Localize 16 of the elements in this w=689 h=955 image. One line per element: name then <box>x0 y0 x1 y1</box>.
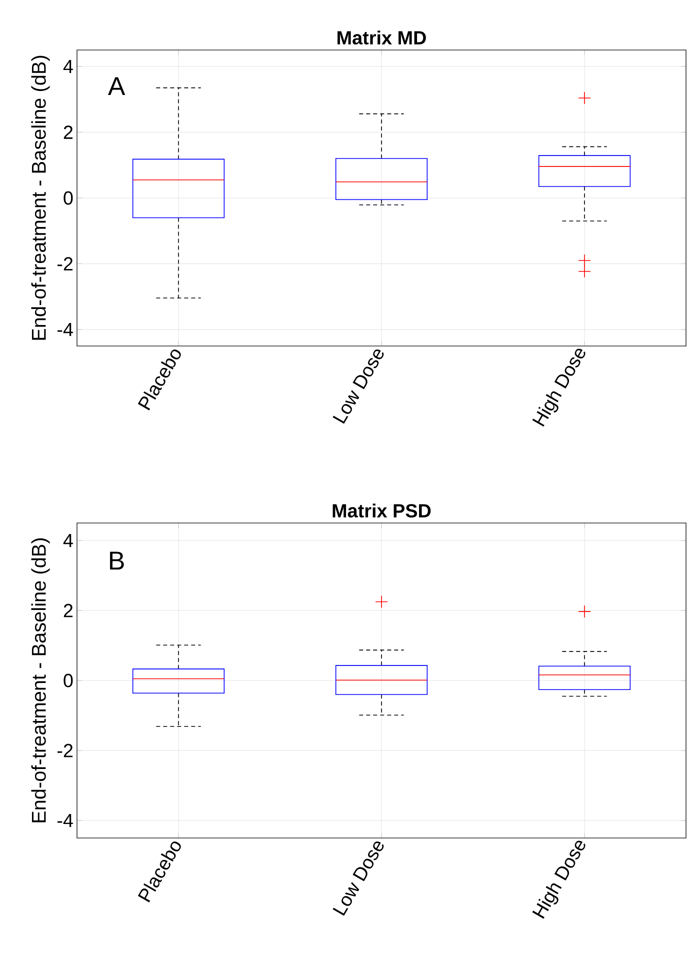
y-tick-label: 0 <box>64 191 73 205</box>
y-tick-label: -2 <box>57 257 73 270</box>
annotation: B <box>110 552 124 570</box>
y-tick-label: 4 <box>63 60 73 73</box>
y-tick-label: -4 <box>57 814 73 828</box>
y-tick-label: -2 <box>57 744 73 758</box>
y-axis-title: End-of-treatment - Baseline (dB) <box>31 56 50 340</box>
y-tick-label: 2 <box>64 604 73 618</box>
y-tick-label: 2 <box>64 126 73 139</box>
chart-title: Matrix PSD <box>332 504 431 518</box>
y-tick-label: -4 <box>57 323 73 336</box>
y-axis-title: End-of-treatment - Baseline (dB) <box>31 538 50 822</box>
annotation: A <box>108 77 126 96</box>
y-tick-label: 4 <box>63 534 73 548</box>
y-tick-label: 0 <box>64 674 73 688</box>
chart-title: Matrix MD <box>338 30 426 45</box>
